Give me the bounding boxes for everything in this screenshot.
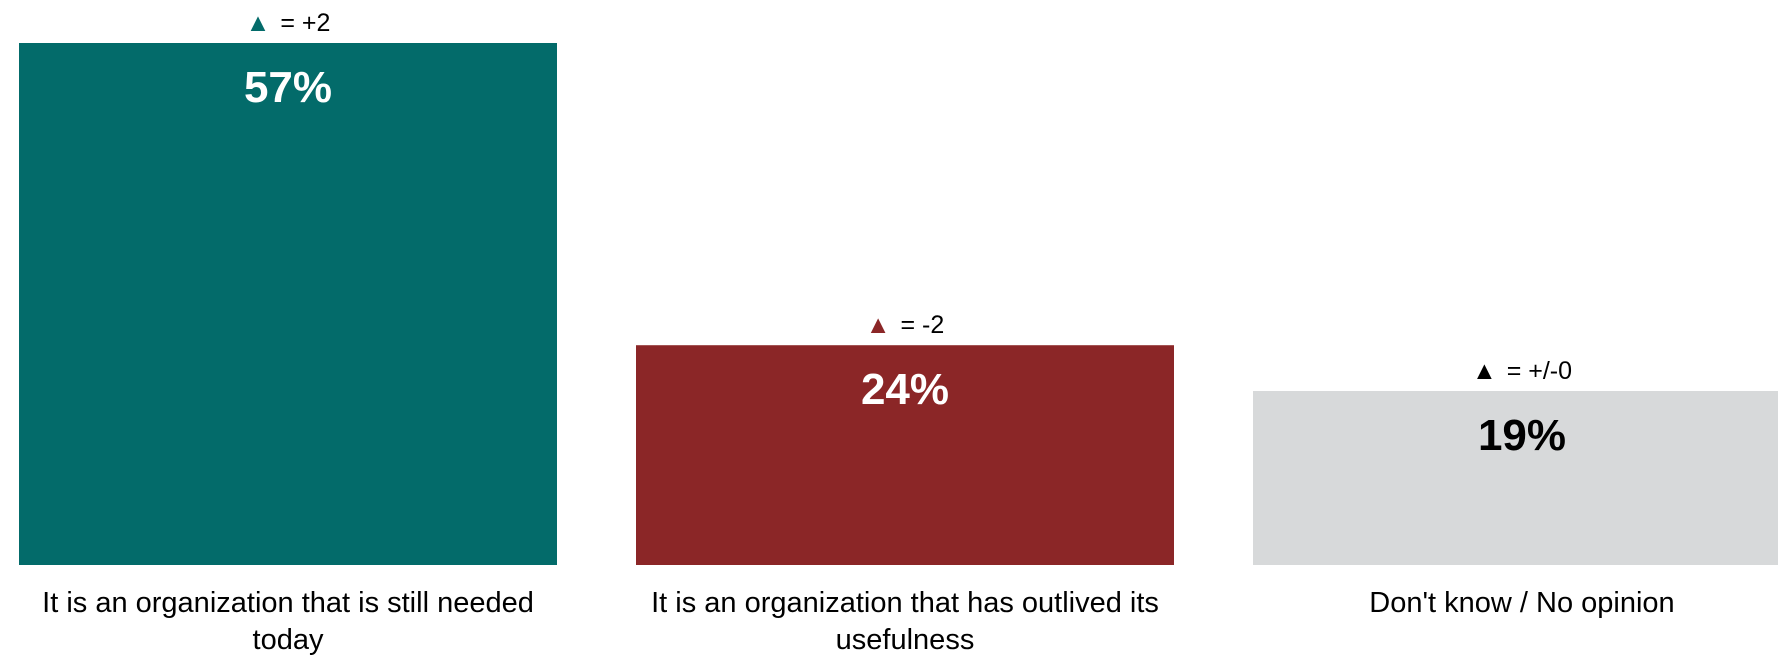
category-label-1: It is an organization that is still need…	[42, 587, 534, 656]
category-label-3: Don't know / No opinion	[1369, 587, 1674, 619]
change-value: = -2	[900, 311, 944, 339]
category-label-2: It is an organization that has outlived …	[651, 587, 1159, 656]
value-label-3: 19%	[1478, 411, 1566, 460]
change-label-1: ▲ = +2	[246, 9, 331, 37]
value-label-2: 24%	[861, 365, 949, 414]
bar-2	[636, 345, 1174, 565]
bar-1	[19, 43, 557, 565]
value-label-1: 57%	[244, 63, 332, 112]
triangle-up-icon: ▲	[1472, 357, 1497, 385]
change-label-3: ▲ = +/-0	[1472, 357, 1572, 385]
bar-3	[1253, 391, 1778, 565]
change-value: = +/-0	[1507, 357, 1572, 385]
change-label-2: ▲ = -2	[866, 311, 945, 339]
triangle-up-icon: ▲	[866, 311, 891, 339]
triangle-up-icon: ▲	[246, 9, 271, 37]
change-value: = +2	[280, 9, 330, 37]
